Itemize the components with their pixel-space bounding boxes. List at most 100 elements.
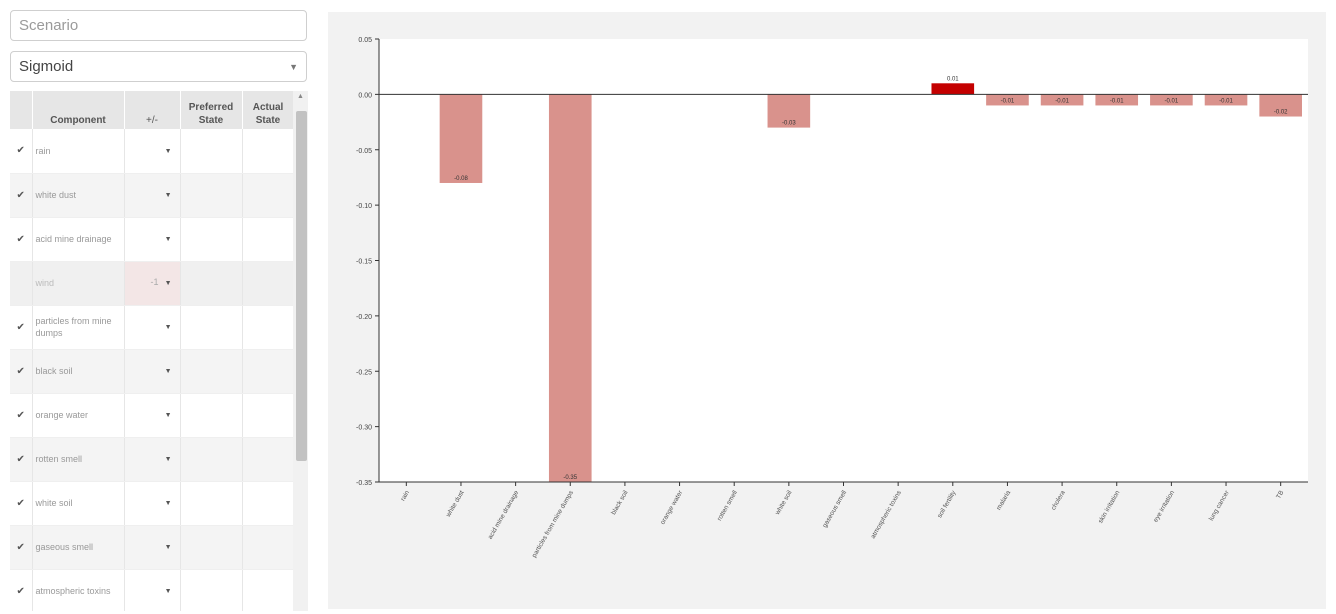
row-checkbox[interactable]: ✔ bbox=[10, 525, 33, 570]
row-sign-dropdown[interactable]: ▼ bbox=[124, 481, 181, 526]
chevron-down-icon: ▼ bbox=[164, 588, 172, 595]
bar[interactable] bbox=[1150, 94, 1193, 106]
row-checkbox[interactable] bbox=[10, 261, 33, 306]
bar-value-label: -0.01 bbox=[1055, 98, 1069, 104]
row-component-label: white dust bbox=[32, 173, 125, 218]
row-actual-state bbox=[242, 569, 295, 611]
bar[interactable] bbox=[1204, 94, 1248, 106]
row-preferred-state[interactable] bbox=[180, 305, 243, 350]
scenario-input[interactable] bbox=[10, 10, 307, 41]
row-preferred-state[interactable] bbox=[180, 437, 243, 482]
function-select[interactable]: Sigmoid ▼ bbox=[10, 51, 307, 82]
component-table-wrapper: Component +/- Preferred State Actual Sta… bbox=[10, 91, 308, 611]
x-tick-label: soil fertility bbox=[936, 489, 958, 519]
bar-value-label: -0.03 bbox=[782, 121, 796, 127]
chevron-down-icon: ▼ bbox=[289, 61, 298, 72]
row-preferred-state[interactable] bbox=[180, 525, 243, 570]
row-component-label: acid mine drainage bbox=[32, 217, 125, 262]
check-icon: ✔ bbox=[16, 585, 25, 597]
row-checkbox[interactable]: ✔ bbox=[10, 569, 33, 611]
x-tick-label: particles from mine dumps bbox=[531, 489, 576, 559]
bar[interactable] bbox=[439, 94, 483, 183]
y-tick-label: -0.30 bbox=[356, 425, 372, 432]
row-component-label: orange water bbox=[32, 393, 125, 438]
row-sign-dropdown[interactable]: ▼ bbox=[124, 305, 181, 350]
check-icon: ✔ bbox=[16, 189, 25, 201]
row-checkbox[interactable]: ✔ bbox=[10, 173, 33, 218]
y-axis: 0.05 0.00 -0.05 -0.10 -0.15 -0.20 -0.25 -0.30 -0… bbox=[356, 37, 380, 487]
row-preferred-state[interactable] bbox=[180, 173, 243, 218]
row-component-label: particles from mine dumps bbox=[32, 305, 125, 350]
bar[interactable] bbox=[548, 94, 592, 482]
bar[interactable] bbox=[986, 94, 1029, 106]
x-tick-label: gaseous smell bbox=[821, 489, 848, 529]
chevron-down-icon: ▼ bbox=[164, 324, 172, 331]
y-tick-label: -0.35 bbox=[356, 480, 372, 487]
row-preferred-state[interactable] bbox=[180, 349, 243, 394]
x-tick-label: malaria bbox=[995, 489, 1012, 511]
x-tick-label: atmospheric toxins bbox=[870, 489, 904, 540]
bar-value-label: -0.01 bbox=[1219, 98, 1233, 104]
row-sign-dropdown[interactable]: ▼ bbox=[124, 217, 181, 262]
row-checkbox[interactable]: ✔ bbox=[10, 129, 33, 174]
y-tick-label: 0.05 bbox=[358, 37, 372, 44]
component-table: Component +/- Preferred State Actual Sta… bbox=[10, 91, 295, 611]
table-row: ✔ atmospheric toxins ▼ bbox=[10, 569, 295, 611]
row-sign-dropdown[interactable]: -1 ▼ bbox=[124, 261, 181, 306]
chevron-down-icon: ▼ bbox=[164, 368, 172, 375]
row-preferred-state[interactable] bbox=[180, 481, 243, 526]
row-preferred-state[interactable] bbox=[180, 393, 243, 438]
table-row: ✔ particles from mine dumps ▼ bbox=[10, 305, 295, 350]
header-component[interactable]: Component bbox=[32, 91, 125, 129]
table-row: ✔ acid mine drainage ▼ bbox=[10, 217, 295, 262]
x-tick-label: cholera bbox=[1050, 489, 1067, 511]
table-row: ✔ gaseous smell ▼ bbox=[10, 525, 295, 570]
x-tick-label: rain bbox=[400, 489, 412, 502]
bar[interactable] bbox=[1040, 94, 1084, 106]
x-tick-label: TB bbox=[1275, 490, 1285, 501]
scroll-up-icon[interactable]: ▲ bbox=[297, 93, 304, 100]
table-scrollbar[interactable]: ▲ bbox=[293, 91, 308, 611]
header-actual-state[interactable]: Actual State bbox=[242, 91, 295, 129]
row-checkbox[interactable]: ✔ bbox=[10, 393, 33, 438]
x-tick-label: lung cancer bbox=[1208, 489, 1231, 522]
row-preferred-state[interactable] bbox=[180, 217, 243, 262]
row-sign-dropdown[interactable]: ▼ bbox=[124, 569, 181, 611]
x-tick-label: rotten smell bbox=[716, 489, 739, 522]
row-preferred-state[interactable] bbox=[180, 129, 243, 174]
row-actual-state bbox=[242, 349, 295, 394]
row-sign-dropdown[interactable]: ▼ bbox=[124, 393, 181, 438]
row-checkbox[interactable]: ✔ bbox=[10, 349, 33, 394]
chevron-down-icon: ▼ bbox=[164, 544, 172, 551]
bar[interactable] bbox=[1095, 94, 1139, 106]
row-sign-dropdown[interactable]: ▼ bbox=[124, 129, 181, 174]
bar[interactable] bbox=[1259, 94, 1302, 117]
row-checkbox[interactable]: ✔ bbox=[10, 217, 33, 262]
row-preferred-state[interactable] bbox=[180, 569, 243, 611]
header-sign[interactable]: +/- bbox=[124, 91, 181, 129]
row-checkbox[interactable]: ✔ bbox=[10, 437, 33, 482]
row-checkbox[interactable]: ✔ bbox=[10, 305, 33, 350]
x-tick-label: white dust bbox=[444, 489, 465, 519]
row-sign-dropdown[interactable]: ▼ bbox=[124, 525, 181, 570]
row-checkbox[interactable]: ✔ bbox=[10, 481, 33, 526]
row-component-label: atmospheric toxins bbox=[32, 569, 125, 611]
bar[interactable] bbox=[767, 94, 811, 128]
chevron-down-icon: ▼ bbox=[164, 192, 172, 199]
header-preferred-state[interactable]: Preferred State bbox=[180, 91, 243, 129]
bar[interactable] bbox=[931, 83, 975, 95]
chart-panel: 0.05 0.00 -0.05 -0.10 -0.15 -0.20 -0.25 -0.30 -0… bbox=[328, 12, 1326, 609]
check-icon: ✔ bbox=[16, 233, 25, 245]
row-sign-dropdown[interactable]: ▼ bbox=[124, 437, 181, 482]
row-sign-dropdown[interactable]: ▼ bbox=[124, 349, 181, 394]
row-sign-dropdown[interactable]: ▼ bbox=[124, 173, 181, 218]
bar-value-label: -0.02 bbox=[1274, 110, 1288, 116]
row-preferred-state[interactable] bbox=[180, 261, 243, 306]
scrollbar-thumb[interactable] bbox=[296, 111, 307, 461]
y-tick-label: 0.00 bbox=[358, 92, 372, 99]
y-tick-label: -0.15 bbox=[356, 259, 372, 266]
table-row: wind -1 ▼ bbox=[10, 261, 295, 306]
table-row: ✔ rotten smell ▼ bbox=[10, 437, 295, 482]
plot-area bbox=[379, 39, 1308, 482]
y-tick-label: -0.10 bbox=[356, 203, 372, 210]
